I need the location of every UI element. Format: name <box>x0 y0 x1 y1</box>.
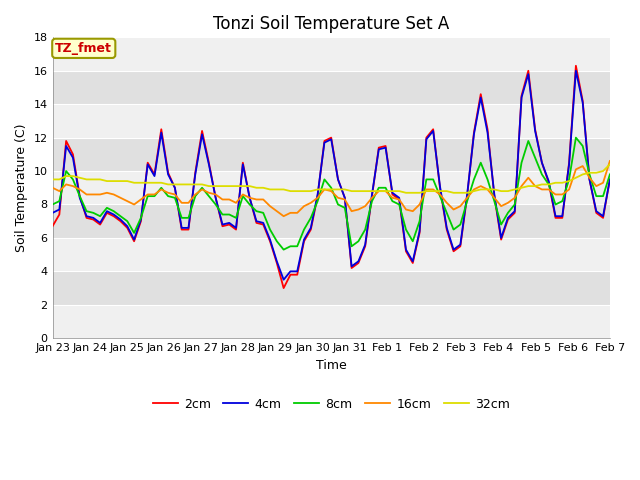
16cm <box>606 158 614 164</box>
32cm <box>606 161 614 167</box>
8cm <box>490 198 498 204</box>
Bar <box>52 204 610 238</box>
X-axis label: Time: Time <box>316 359 347 372</box>
4cm <box>280 277 287 283</box>
32cm <box>164 181 172 187</box>
16cm <box>388 195 396 201</box>
Bar <box>52 138 610 171</box>
32cm <box>402 190 410 196</box>
4cm <box>490 192 498 197</box>
16cm <box>490 195 498 201</box>
2cm <box>49 223 56 229</box>
4cm <box>83 213 90 219</box>
Bar <box>52 37 610 71</box>
4cm <box>131 237 138 242</box>
2cm <box>83 215 90 221</box>
Line: 8cm: 8cm <box>52 138 610 250</box>
Title: Tonzi Soil Temperature Set A: Tonzi Soil Temperature Set A <box>213 15 449 33</box>
Bar <box>52 238 610 271</box>
2cm <box>280 285 287 291</box>
2cm <box>388 192 396 197</box>
Bar <box>52 171 610 204</box>
32cm <box>131 180 138 186</box>
Line: 4cm: 4cm <box>52 71 610 280</box>
4cm <box>606 177 614 182</box>
8cm <box>49 202 56 207</box>
Bar <box>52 305 610 338</box>
2cm <box>490 193 498 199</box>
4cm <box>572 68 580 73</box>
8cm <box>280 247 287 252</box>
Line: 2cm: 2cm <box>52 66 610 288</box>
32cm <box>490 187 498 192</box>
2cm <box>572 63 580 69</box>
8cm <box>606 171 614 177</box>
4cm <box>164 171 172 177</box>
16cm <box>164 190 172 196</box>
2cm <box>164 170 172 176</box>
Bar <box>52 104 610 138</box>
16cm <box>456 204 464 209</box>
8cm <box>456 222 464 228</box>
8cm <box>83 208 90 214</box>
Line: 32cm: 32cm <box>52 164 610 193</box>
Y-axis label: Soil Temperature (C): Soil Temperature (C) <box>15 123 28 252</box>
16cm <box>49 185 56 191</box>
16cm <box>280 213 287 219</box>
32cm <box>49 177 56 182</box>
32cm <box>83 177 90 182</box>
8cm <box>164 193 172 199</box>
Text: TZ_fmet: TZ_fmet <box>55 42 112 55</box>
8cm <box>388 198 396 204</box>
8cm <box>131 230 138 236</box>
2cm <box>606 177 614 182</box>
32cm <box>381 188 389 194</box>
16cm <box>131 202 138 207</box>
8cm <box>572 135 580 141</box>
4cm <box>456 242 464 248</box>
2cm <box>456 243 464 249</box>
4cm <box>49 210 56 216</box>
Line: 16cm: 16cm <box>52 161 610 216</box>
Bar <box>52 271 610 305</box>
2cm <box>131 239 138 244</box>
Bar <box>52 71 610 104</box>
Legend: 2cm, 4cm, 8cm, 16cm, 32cm: 2cm, 4cm, 8cm, 16cm, 32cm <box>148 393 515 416</box>
32cm <box>456 190 464 196</box>
16cm <box>83 192 90 197</box>
4cm <box>388 190 396 196</box>
